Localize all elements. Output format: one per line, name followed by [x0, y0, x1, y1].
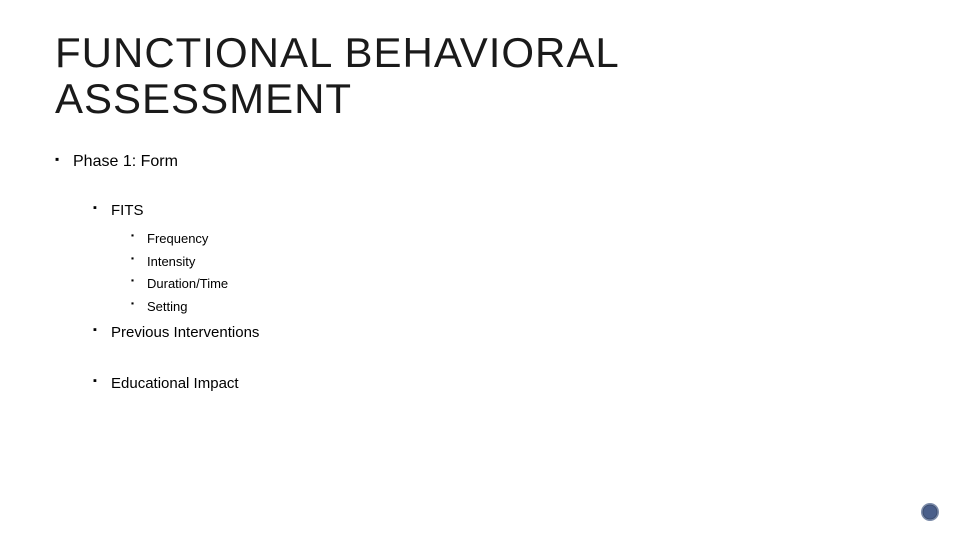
item-label: Phase 1: Form: [73, 153, 178, 170]
list-item: Previous Interventions: [93, 322, 905, 345]
slide-title: FUNCTIONAL BEHAVIORAL ASSESSMENT: [55, 30, 905, 122]
item-label: Previous Interventions: [111, 324, 259, 341]
outline-level3: Frequency Intensity Duration/Time Settin…: [131, 229, 905, 318]
item-label: Setting: [147, 299, 187, 314]
list-item: Phase 1: Form FITS Frequency Intensity D…: [55, 150, 905, 395]
list-item: Frequency: [131, 229, 905, 250]
item-label: Intensity: [147, 254, 195, 269]
list-item: Intensity: [131, 252, 905, 273]
item-label: Educational Impact: [111, 375, 239, 392]
circle-icon: [920, 502, 940, 522]
item-label: Frequency: [147, 231, 208, 246]
list-item: Educational Impact: [93, 373, 905, 396]
item-label: Duration/Time: [147, 276, 228, 291]
list-item: Duration/Time: [131, 274, 905, 295]
list-item: FITS Frequency Intensity Duration/Time S…: [93, 200, 905, 318]
outline-level2: FITS Frequency Intensity Duration/Time S…: [93, 200, 905, 395]
outline-level1: Phase 1: Form FITS Frequency Intensity D…: [55, 150, 905, 395]
item-label: FITS: [111, 202, 144, 219]
slide: FUNCTIONAL BEHAVIORAL ASSESSMENT Phase 1…: [0, 0, 960, 540]
list-item: Setting: [131, 297, 905, 318]
slide-content: Phase 1: Form FITS Frequency Intensity D…: [55, 150, 905, 395]
